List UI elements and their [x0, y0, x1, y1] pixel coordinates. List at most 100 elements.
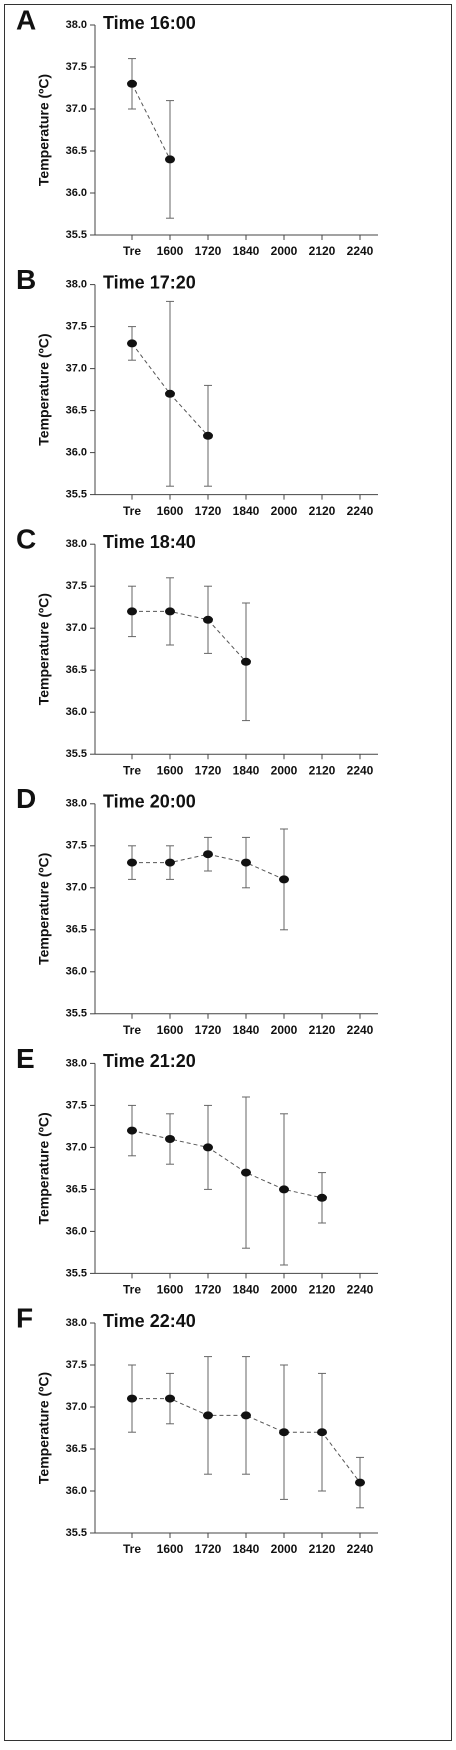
x-tick-label: Tre — [123, 763, 141, 777]
panel-letter: C — [16, 524, 36, 555]
y-tick-label: 37.0 — [66, 882, 87, 894]
y-tick-label: 37.0 — [66, 363, 87, 375]
data-point — [317, 1428, 327, 1437]
chart-title: Time 17:20 — [103, 272, 196, 292]
y-tick-label: 38.0 — [66, 279, 87, 291]
x-tick-label: 2000 — [271, 763, 298, 777]
y-tick-label: 36.5 — [66, 145, 87, 157]
data-line — [132, 853, 285, 880]
x-tick-label: 1840 — [233, 1542, 260, 1556]
data-point — [241, 1168, 251, 1177]
data-point — [241, 858, 251, 867]
y-tick-label: 37.0 — [66, 1401, 87, 1413]
chart-title: Time 16:00 — [103, 13, 196, 33]
x-tick-label: 2000 — [271, 1542, 298, 1556]
data-point — [355, 1478, 365, 1487]
data-point — [203, 1143, 213, 1152]
y-tick-label: 38.0 — [66, 1317, 87, 1329]
x-tick-label: 1600 — [157, 763, 184, 777]
y-tick-label: 36.0 — [66, 966, 87, 978]
y-axis-label: Temperature (ºC) — [36, 1372, 52, 1484]
x-tick-label: 2240 — [347, 1283, 374, 1297]
data-point — [127, 858, 137, 867]
data-point — [241, 657, 251, 666]
panel-letter: B — [16, 264, 36, 295]
data-point — [165, 155, 175, 164]
x-tick-label: 2000 — [271, 504, 298, 518]
y-axis-label: Temperature (ºC) — [36, 593, 52, 705]
y-tick-label: 36.0 — [66, 1225, 87, 1237]
frame — [4, 4, 452, 1741]
data-point — [203, 615, 213, 624]
data-point — [203, 850, 213, 859]
data-point — [203, 1411, 213, 1420]
y-tick-label: 38.0 — [66, 798, 87, 810]
x-tick-label: 1720 — [195, 1542, 222, 1556]
y-tick-label: 37.5 — [66, 1099, 87, 1111]
x-tick-label: 1600 — [157, 1542, 184, 1556]
data-point — [165, 607, 175, 616]
x-tick-label: 1720 — [195, 1283, 222, 1297]
x-tick-label: 2120 — [309, 763, 336, 777]
y-axis-label: Temperature (ºC) — [36, 74, 52, 186]
x-tick-label: 1840 — [233, 763, 260, 777]
x-tick-label: 2120 — [309, 1542, 336, 1556]
x-tick-label: 2000 — [271, 1023, 298, 1037]
x-tick-label: 2240 — [347, 1542, 374, 1556]
x-tick-label: 2000 — [271, 1283, 298, 1297]
data-point — [241, 1411, 251, 1420]
y-tick-label: 35.5 — [66, 1527, 87, 1539]
x-tick-label: Tre — [123, 1283, 141, 1297]
y-tick-label: 37.5 — [66, 580, 87, 592]
data-point — [127, 607, 137, 616]
data-point — [127, 1394, 137, 1403]
data-point — [165, 858, 175, 867]
data-point — [317, 1193, 327, 1202]
panel-letter: E — [16, 1043, 35, 1074]
x-tick-label: 2120 — [309, 504, 336, 518]
y-tick-label: 35.5 — [66, 748, 87, 760]
y-tick-label: 36.5 — [66, 405, 87, 417]
chart-title: Time 18:40 — [103, 532, 196, 552]
x-tick-label: 1600 — [157, 1283, 184, 1297]
x-tick-label: 1840 — [233, 244, 260, 258]
y-tick-label: 36.5 — [66, 924, 87, 936]
x-tick-label: 2120 — [309, 1023, 336, 1037]
y-tick-label: 35.5 — [66, 229, 87, 241]
x-tick-label: 1720 — [195, 1023, 222, 1037]
x-tick-label: 2240 — [347, 504, 374, 518]
data-point — [127, 339, 137, 348]
x-tick-label: 1600 — [157, 244, 184, 258]
y-tick-label: 35.5 — [66, 489, 87, 501]
x-tick-label: 2240 — [347, 763, 374, 777]
y-tick-label: 37.0 — [66, 622, 87, 634]
chart-title: Time 21:20 — [103, 1051, 196, 1071]
data-point — [165, 1394, 175, 1403]
data-point — [279, 1428, 289, 1437]
y-tick-label: 37.5 — [66, 321, 87, 333]
x-tick-label: 2240 — [347, 1023, 374, 1037]
data-point — [165, 389, 175, 398]
x-tick-label: 1720 — [195, 504, 222, 518]
y-tick-label: 38.0 — [66, 538, 87, 550]
data-line — [131, 1130, 323, 1199]
y-tick-label: 36.5 — [66, 1443, 87, 1455]
panel-letter: D — [16, 783, 36, 814]
x-tick-label: 1720 — [195, 763, 222, 777]
x-tick-label: 2000 — [271, 244, 298, 258]
y-axis-label: Temperature (ºC) — [36, 853, 52, 965]
y-tick-label: 37.5 — [66, 61, 87, 73]
panel-letter: A — [16, 4, 36, 35]
y-tick-label: 36.5 — [66, 1183, 87, 1195]
chart-title: Time 22:40 — [103, 1311, 196, 1331]
data-line — [131, 83, 171, 160]
x-tick-label: 1840 — [233, 1283, 260, 1297]
x-tick-label: Tre — [123, 1542, 141, 1556]
y-tick-label: 35.5 — [66, 1008, 87, 1020]
x-tick-label: 1720 — [195, 244, 222, 258]
data-line — [132, 610, 247, 663]
y-tick-label: 35.5 — [66, 1267, 87, 1279]
x-tick-label: 1600 — [157, 504, 184, 518]
